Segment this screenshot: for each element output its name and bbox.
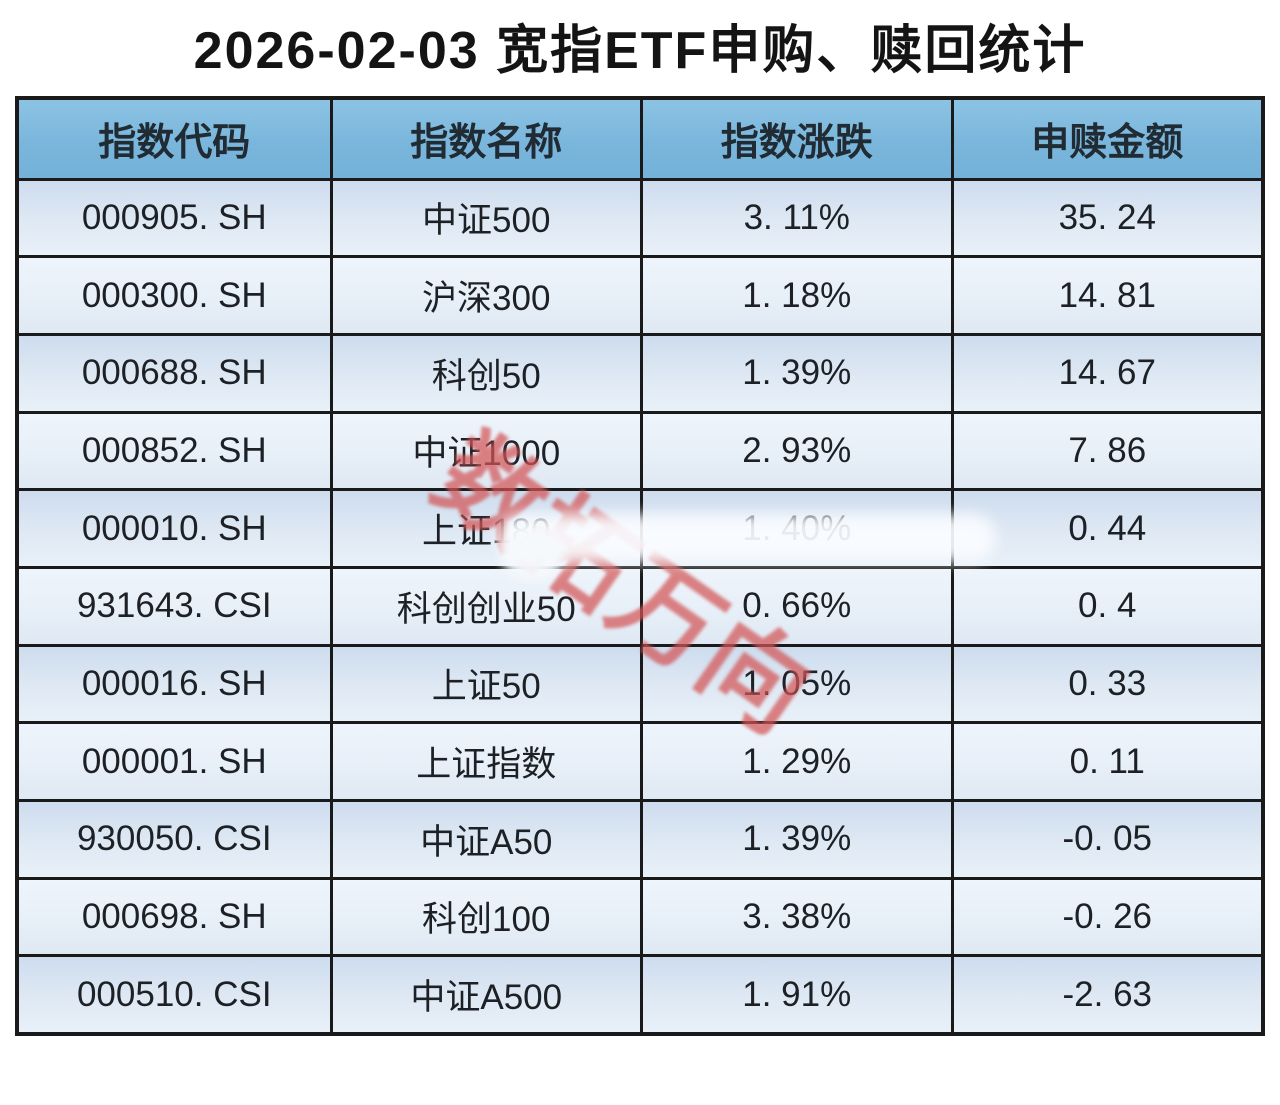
table-row: 931643. CSI 科创创业50 0. 66% 0. 4 [19,565,1262,644]
index-code-cell: 000688. SH [81,353,267,393]
table-row: 000905. SH 中证500 3. 11% 35. 24 [19,177,1262,256]
index-change-cell: 1. 91% [640,957,951,1032]
index-code-cell: 000300. SH [81,275,267,315]
column-header-index-name: 指数名称 [329,100,641,178]
index-change-cell: 1. 05% [640,646,951,722]
index-change-cell: 3. 38% [640,879,951,955]
index-code-cell: 000010. SH [81,508,267,548]
index-name-cell: 上证180 [329,491,641,566]
column-header-index-code: 指数代码 [98,122,251,165]
index-code-cell: 930050. CSI [76,819,272,859]
index-name-cell: 上证指数 [329,724,641,799]
table-header-row: 指数代码 指数名称 指数涨跌 申赎金额 [19,100,1261,178]
table-row: 000510. CSI 中证A500 1. 91% -2. 63 [19,954,1261,1032]
index-change-cell: 1. 29% [640,724,951,799]
page-title: 2026-02-03 宽指ETF申购、赎回统计 [193,22,1087,80]
index-code-cell: 000001. SH [81,741,267,781]
index-name-cell: 沪深300 [329,258,641,333]
amount-cell: 0. 4 [950,568,1262,644]
index-code-cell: 000698. SH [81,896,267,936]
table-row: 000001. SH 上证指数 1. 29% 0. 11 [19,721,1261,799]
index-code-cell: 000852. SH [81,430,267,470]
table-row: 000016. SH 上证50 1. 05% 0. 33 [19,643,1262,722]
index-name-cell: 科创100 [329,879,641,955]
amount-cell: -0. 26 [950,879,1262,955]
amount-cell: 0. 44 [950,491,1262,566]
index-name-cell: 中证A500 [329,957,641,1032]
index-name-cell: 科创50 [329,335,641,411]
index-code-cell: 000016. SH [81,663,267,703]
table-row: 000698. SH 科创100 3. 38% -0. 26 [19,876,1262,955]
index-change-cell: 1. 18% [640,258,951,333]
index-change-cell: 0. 66% [640,568,951,644]
amount-cell: -2. 63 [950,957,1262,1032]
amount-cell: 14. 67 [950,335,1262,411]
amount-cell: 35. 24 [950,180,1262,256]
index-name-cell: 中证500 [329,180,641,256]
index-code-cell: 000905. SH [81,197,267,237]
index-code-cell: 931643. CSI [76,586,272,626]
table-row: 000688. SH 科创50 1. 39% 14. 67 [19,332,1262,411]
table-row: 000300. SH 沪深300 1. 18% 14. 81 [19,255,1261,333]
index-name-cell: 中证A50 [329,801,641,877]
index-name-cell: 科创创业50 [329,568,641,644]
table-row: 000852. SH 中证1000 2. 93% 7. 86 [19,410,1262,489]
index-change-cell: 1. 39% [640,801,951,877]
amount-cell: -0. 05 [950,801,1262,877]
amount-cell: 7. 86 [950,413,1262,489]
index-change-cell: 1. 39% [640,335,951,411]
column-header-index-change: 指数涨跌 [640,100,951,178]
amount-cell: 0. 11 [950,724,1262,799]
index-name-cell: 上证50 [329,646,641,722]
table-row: 930050. CSI 中证A50 1. 39% -0. 05 [19,798,1262,877]
index-code-cell: 000510. CSI [76,974,272,1014]
index-change-cell: 1. 40% [640,491,951,566]
index-change-cell: 3. 11% [640,180,951,256]
index-change-cell: 2. 93% [640,413,951,489]
column-header-amount: 申赎金额 [950,100,1262,178]
index-name-cell: 中证1000 [329,413,641,489]
amount-cell: 0. 33 [950,646,1262,722]
amount-cell: 14. 81 [950,258,1262,333]
etf-stats-table: 指数代码 指数名称 指数涨跌 申赎金额 000905. SH 中证500 3. … [15,96,1265,1036]
table-row: 000010. SH 上证180 1. 40% 0. 44 [19,488,1261,566]
